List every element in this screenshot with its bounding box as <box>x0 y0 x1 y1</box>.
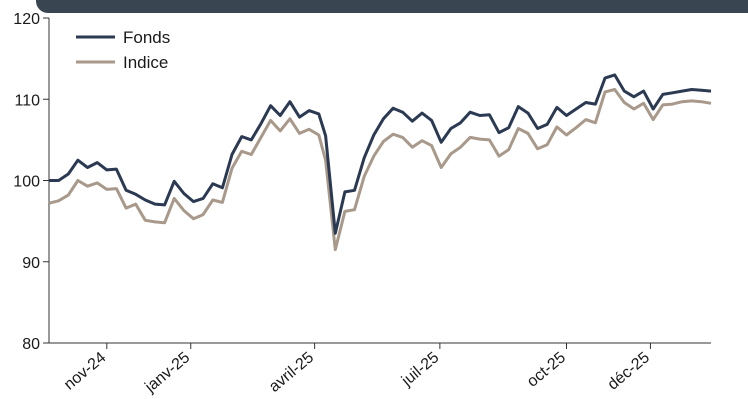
x-tick-label: déc-25 <box>605 349 653 394</box>
y-tick-label: 90 <box>22 255 40 272</box>
y-tick-label: 100 <box>13 174 40 191</box>
series-line-fonds <box>49 73 712 235</box>
x-axis: nov-24 janv-25 avril-25 juil-25 oct-25 déc-25 <box>49 342 711 396</box>
y-tick-label: 110 <box>14 92 40 109</box>
series-lines <box>48 73 712 252</box>
y-axis: 80 90 100 110 120 <box>13 11 50 353</box>
legend-label-fonds: Fonds <box>123 28 170 47</box>
x-tick-label: janv-25 <box>141 349 193 396</box>
legend-label-indice: Indice <box>123 53 168 72</box>
x-tick-label: avril-25 <box>266 349 317 396</box>
x-tick-label: nov-24 <box>61 349 109 394</box>
series-line-indice <box>48 88 712 252</box>
header-bar <box>36 0 748 13</box>
y-tick-label: 80 <box>22 336 40 353</box>
legend: Fonds Indice <box>76 28 170 72</box>
y-tick-label: 120 <box>13 11 40 28</box>
x-tick-label: oct-25 <box>524 349 569 391</box>
x-tick-label: juil-25 <box>398 349 442 390</box>
